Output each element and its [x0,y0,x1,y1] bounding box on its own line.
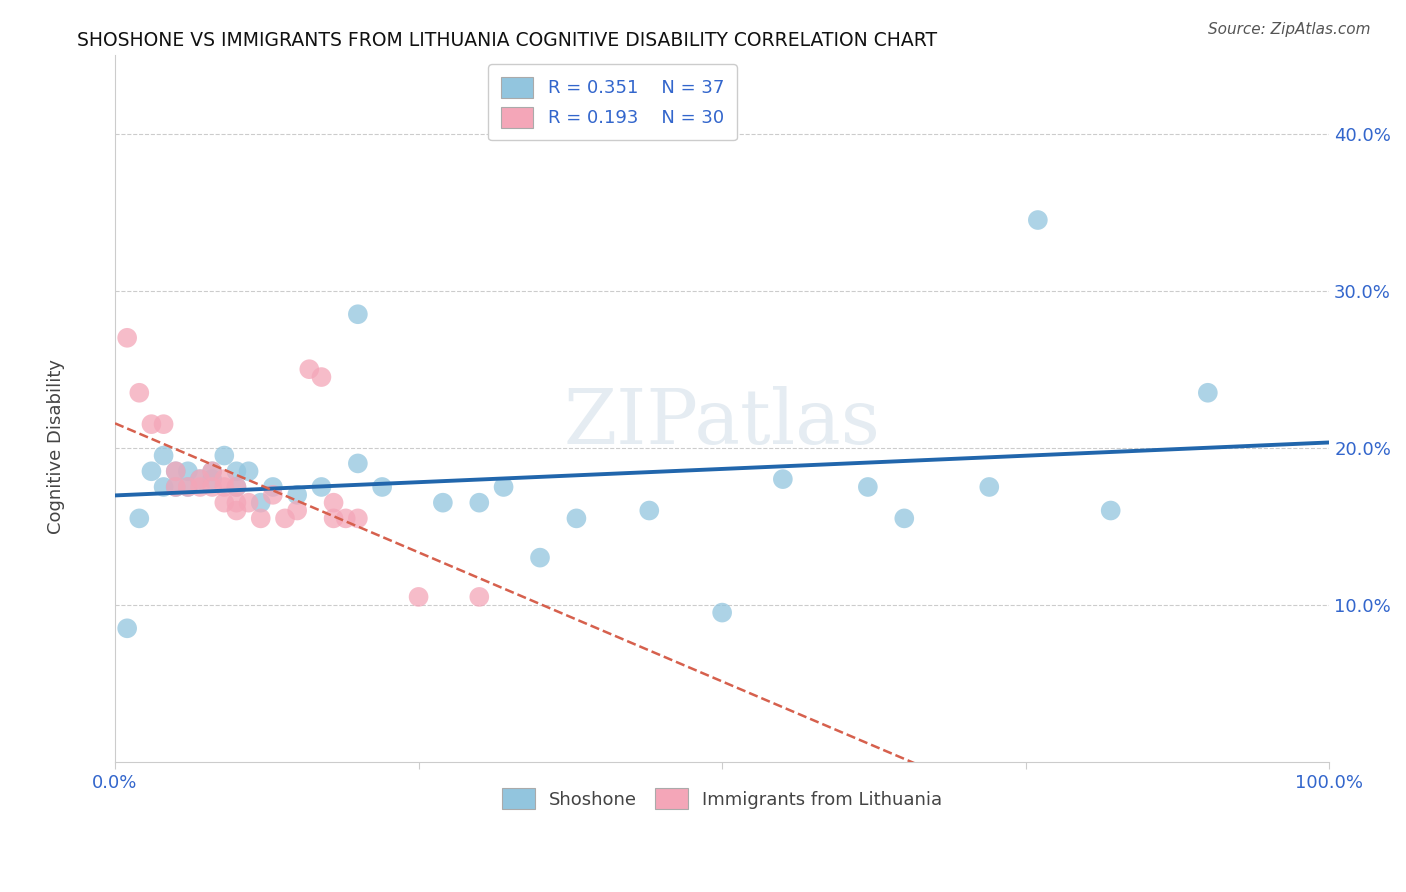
Point [1197,385,1219,400]
Point [432,496,454,510]
Point [492,480,515,494]
Point [128,511,150,525]
Point [225,496,247,510]
Point [638,503,661,517]
Point [371,480,394,494]
Point [201,480,224,494]
Point [347,511,370,525]
Point [347,307,370,321]
Point [311,370,333,384]
Point [285,488,308,502]
Point [772,472,794,486]
Point [214,480,236,494]
Point [225,464,247,478]
Legend: Shoshone, Immigrants from Lithuania: Shoshone, Immigrants from Lithuania [495,781,949,816]
Point [214,449,236,463]
Point [274,511,297,525]
Point [115,331,138,345]
Point [177,480,200,494]
Point [347,457,370,471]
Point [225,480,247,494]
Text: ZIPatlas: ZIPatlas [564,385,880,459]
Point [188,472,211,486]
Point [177,464,200,478]
Point [285,503,308,517]
Point [165,464,187,478]
Point [298,362,321,376]
Point [1026,213,1049,227]
Point [856,480,879,494]
Point [201,472,224,486]
Point [322,496,344,510]
Text: Source: ZipAtlas.com: Source: ZipAtlas.com [1208,22,1371,37]
Point [141,417,163,432]
Point [141,464,163,478]
Point [322,511,344,525]
Point [225,480,247,494]
Point [214,496,236,510]
Point [529,550,551,565]
Point [249,511,271,525]
Point [262,480,284,494]
Point [711,606,734,620]
Point [238,464,260,478]
Point [225,503,247,517]
Point [468,496,491,510]
Point [238,496,260,510]
Point [152,449,174,463]
Point [165,480,187,494]
Point [249,496,271,510]
Point [262,488,284,502]
Point [893,511,915,525]
Point [468,590,491,604]
Point [128,385,150,400]
Point [335,511,357,525]
Point [311,480,333,494]
Point [214,472,236,486]
Text: SHOSHONE VS IMMIGRANTS FROM LITHUANIA COGNITIVE DISABILITY CORRELATION CHART: SHOSHONE VS IMMIGRANTS FROM LITHUANIA CO… [77,31,938,50]
Point [177,480,200,494]
Point [152,480,174,494]
Point [188,472,211,486]
Point [408,590,430,604]
Point [188,480,211,494]
Point [201,464,224,478]
Point [165,464,187,478]
Point [165,480,187,494]
Point [565,511,588,525]
Point [115,621,138,635]
Text: Cognitive Disability: Cognitive Disability [48,359,65,533]
Point [1099,503,1122,517]
Point [152,417,174,432]
Point [201,464,224,478]
Point [979,480,1001,494]
